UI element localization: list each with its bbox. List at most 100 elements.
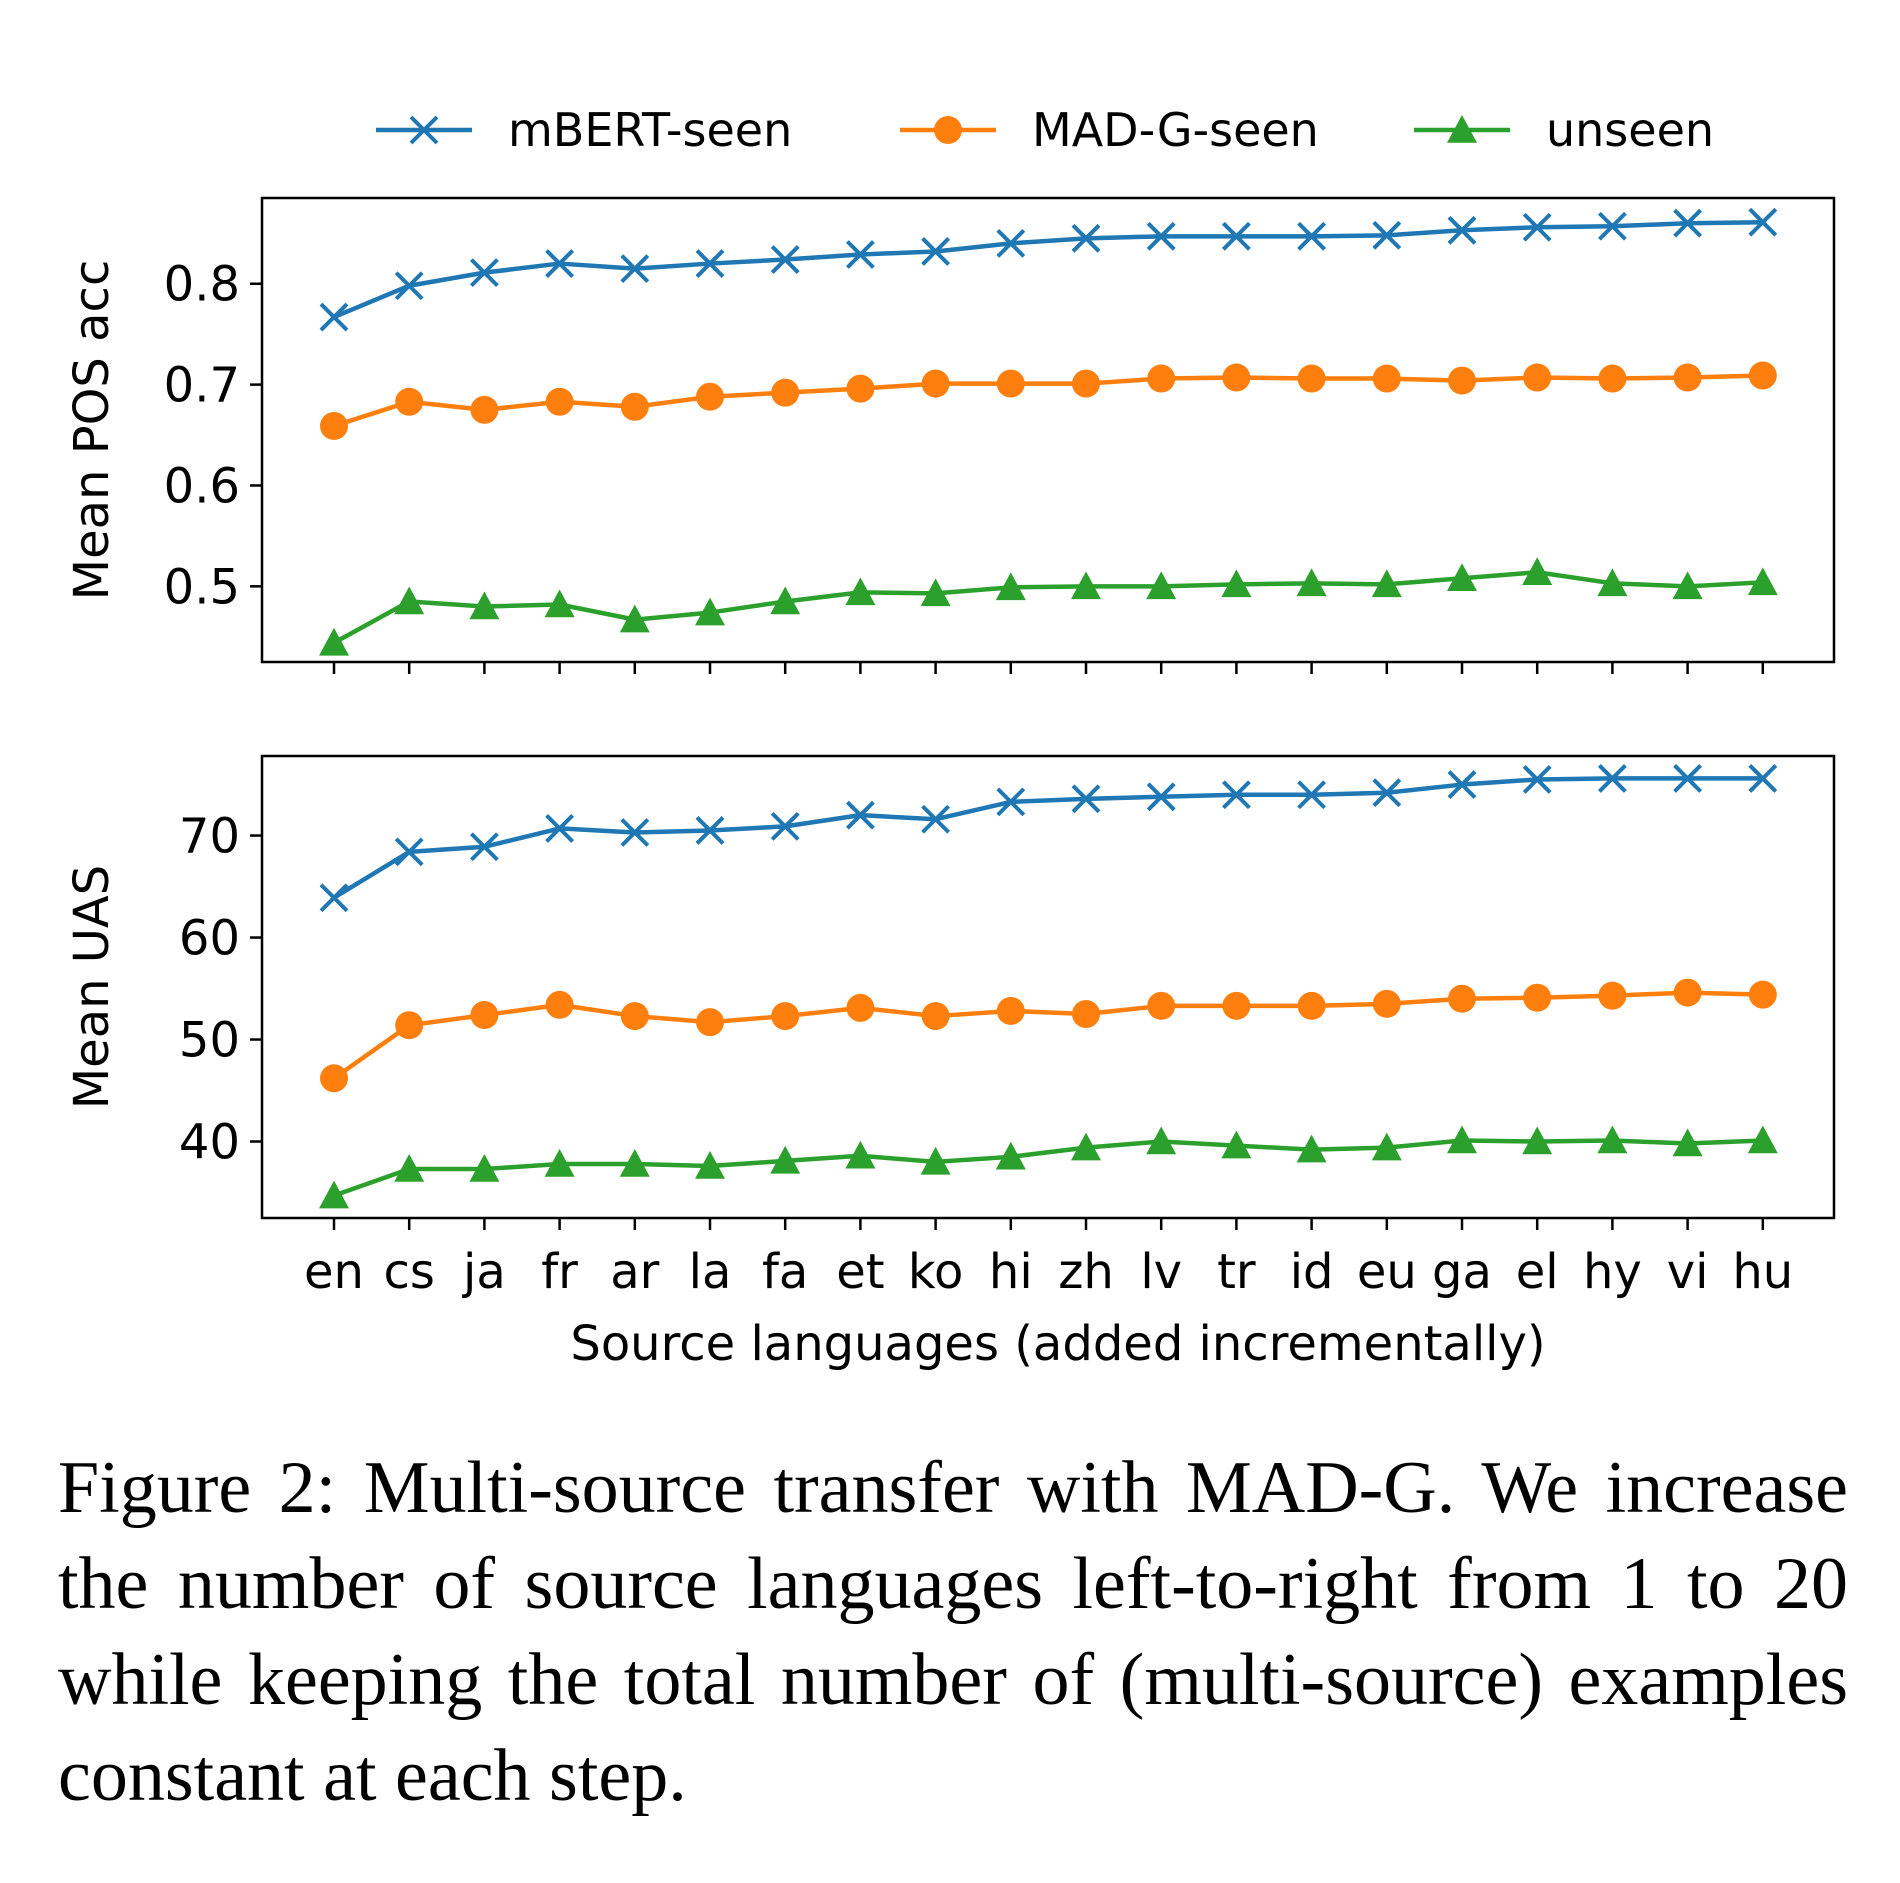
data-point (770, 1145, 801, 1174)
data-point (921, 237, 951, 266)
data-point (1523, 983, 1552, 1012)
legend-label: MAD-G-seen (1032, 103, 1319, 157)
data-point (771, 378, 800, 407)
data-point (696, 1008, 724, 1037)
data-point (469, 591, 500, 620)
x-tick-label: et (836, 1244, 884, 1300)
data-point (845, 577, 876, 606)
series-unseen (319, 557, 1778, 656)
data-point (469, 258, 499, 288)
data-point (1672, 1128, 1703, 1157)
data-point (1371, 569, 1402, 598)
x-tick-label: fr (541, 1244, 578, 1300)
y-tick-label: 50 (179, 1013, 240, 1069)
data-point (920, 578, 951, 607)
data-point (1598, 981, 1627, 1010)
data-point (1372, 364, 1401, 393)
data-point (695, 1150, 725, 1179)
data-point (1072, 369, 1100, 398)
legend-entry: mBERT-seen (376, 103, 792, 157)
data-point (1372, 778, 1402, 808)
y-tick-label: 0.5 (164, 559, 240, 615)
data-point (1297, 991, 1326, 1020)
x-tick-label: hi (989, 1244, 1033, 1300)
data-point (845, 800, 875, 830)
x-tick-label: ko (908, 1244, 963, 1300)
data-point (846, 993, 875, 1022)
data-point (470, 1001, 499, 1030)
data-point (1146, 782, 1176, 812)
data-point (1222, 363, 1251, 392)
data-point (619, 1148, 650, 1177)
data-point (846, 374, 875, 403)
data-point (1748, 764, 1778, 793)
data-point (395, 387, 424, 416)
data-point (1522, 557, 1553, 585)
legend-label: mBERT-seen (508, 103, 792, 157)
legend-marker (409, 115, 439, 145)
data-point (845, 240, 875, 269)
data-point (995, 1141, 1026, 1170)
data-point (1447, 1125, 1477, 1154)
data-point (1222, 991, 1251, 1020)
data-point (1673, 764, 1703, 793)
data-point (1221, 221, 1251, 251)
data-point (1071, 223, 1101, 253)
data-point (1673, 978, 1702, 1007)
data-point (319, 627, 349, 656)
legend-marker (1447, 115, 1477, 143)
series-mBERT-seen (319, 764, 1778, 913)
data-point (770, 586, 801, 615)
data-point (1297, 221, 1327, 251)
data-point (1147, 364, 1176, 393)
y-tick-label: 40 (179, 1115, 240, 1171)
series-line (332, 776, 1763, 900)
data-point (1597, 211, 1627, 241)
data-point (770, 811, 800, 841)
data-point (1372, 220, 1402, 250)
series-unseen (319, 1125, 1778, 1209)
y-tick-label: 0.8 (164, 257, 240, 313)
data-point (620, 254, 650, 284)
data-point (470, 395, 499, 424)
data-point (1522, 1126, 1553, 1155)
data-point (996, 369, 1025, 398)
data-point (394, 271, 424, 301)
plot-frame (260, 196, 1836, 664)
x-tick-label: eu (1357, 1244, 1417, 1300)
data-point (1297, 364, 1326, 393)
series-line (333, 219, 1763, 320)
x-tick-label: lv (1140, 1244, 1182, 1300)
data-point (1297, 780, 1327, 810)
data-point (1447, 770, 1477, 799)
data-point (1371, 1132, 1402, 1161)
data-point (921, 804, 951, 834)
data-point (695, 816, 725, 845)
data-point (320, 1064, 348, 1093)
data-point (1072, 1000, 1100, 1029)
data-point (1146, 1126, 1177, 1155)
data-point (1597, 1125, 1628, 1154)
data-point (1748, 980, 1777, 1009)
data-point (1221, 780, 1251, 810)
series-line (333, 1138, 1763, 1198)
x-tick-label: ja (462, 1244, 506, 1300)
data-point (320, 411, 348, 440)
panel-1: 0.5 0.6 0.7 0.8 Mean POS acc (64, 196, 1836, 674)
x-tick-label: la (689, 1244, 732, 1300)
legend-entry: unseen (1414, 103, 1714, 157)
data-point (1523, 363, 1552, 392)
data-point (771, 1002, 800, 1031)
x-tick-label: ga (1432, 1244, 1492, 1300)
data-point (1747, 1125, 1778, 1154)
data-point (1522, 212, 1552, 242)
data-point (1673, 208, 1703, 238)
data-point (544, 589, 575, 618)
data-point (469, 832, 499, 862)
panel-2: 40 50 60 70 Mean UAS en cs ja fr ar la fa et ko hi zh lv… (64, 754, 1836, 1372)
x-tick-label: vi (1667, 1244, 1709, 1300)
data-point (1071, 1132, 1101, 1161)
figure-caption: Figure 2: Multi-source transfer with MAD… (58, 1447, 1848, 1817)
x-tick-label: id (1290, 1244, 1334, 1300)
data-point (319, 1180, 349, 1209)
